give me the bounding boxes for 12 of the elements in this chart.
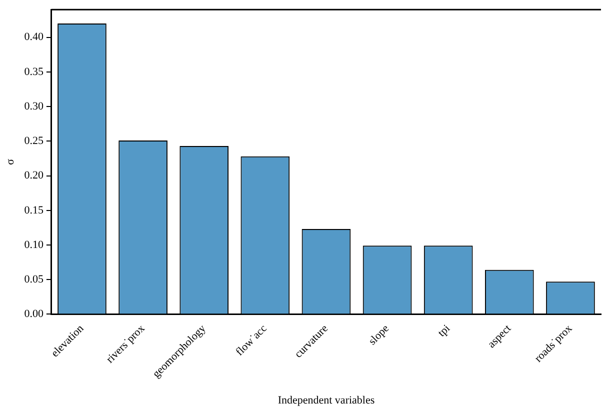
y-tick-label: 0.20	[24, 170, 44, 182]
y-tick-label: 0.40	[24, 31, 44, 44]
y-tick-label: 0.30	[24, 100, 44, 112]
y-tick-label: 0.05	[24, 273, 44, 286]
x-axis-title: Independent variables	[278, 394, 375, 406]
y-tick-label: 0.10	[24, 238, 44, 251]
y-tick-label: 0.15	[24, 204, 44, 216]
y-tick-label: 0.25	[24, 135, 44, 148]
y-tick-label: 0.00	[24, 308, 44, 320]
x-tick-label: tpi	[436, 322, 453, 340]
y-tick-label: 0.35	[24, 66, 44, 78]
y-axis-title: σ	[4, 158, 16, 165]
